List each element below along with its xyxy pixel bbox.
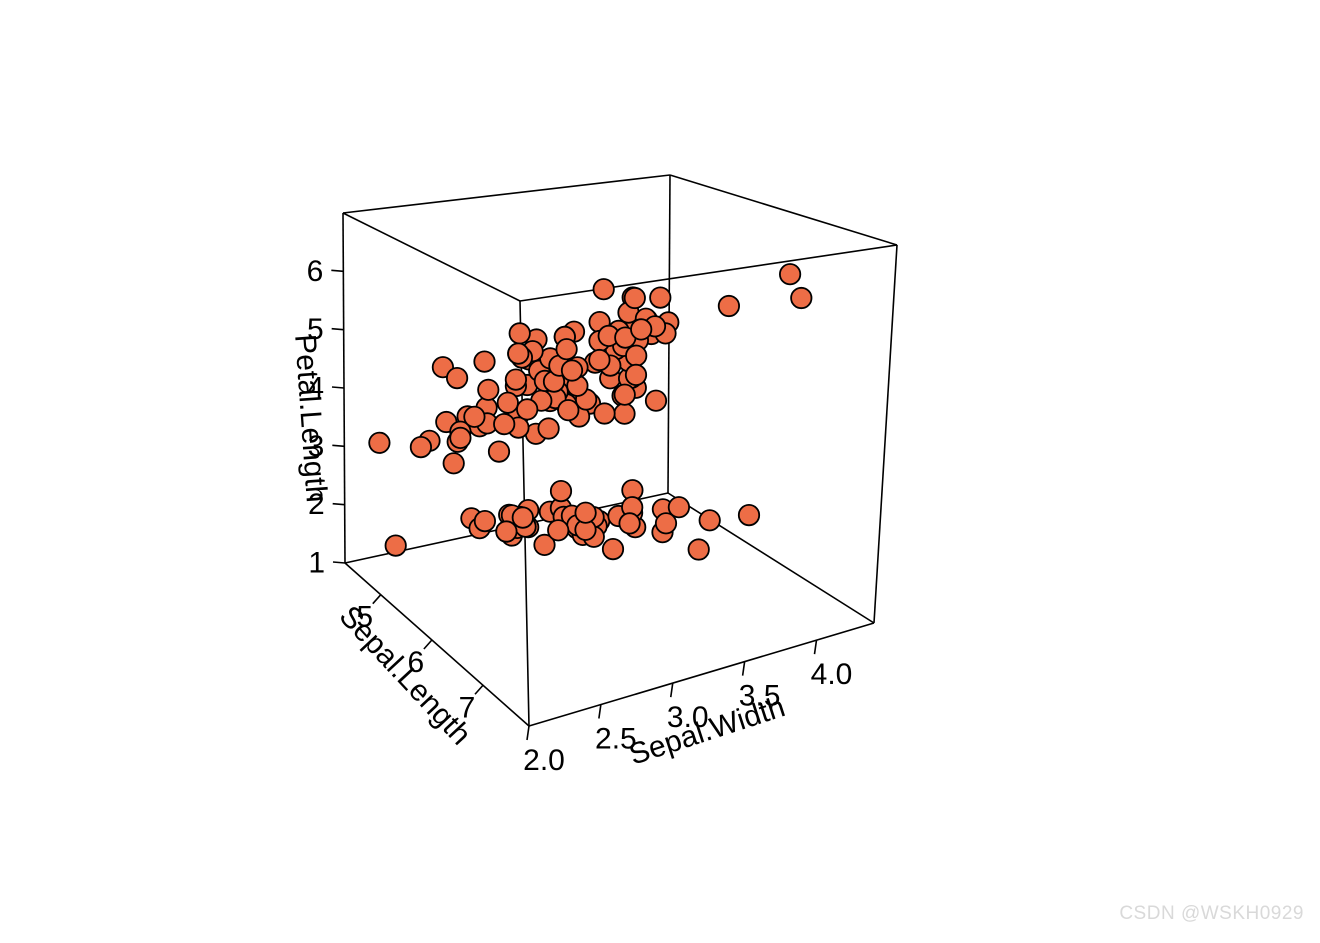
- data-point: [449, 426, 472, 449]
- data-point: [508, 322, 531, 345]
- data-point: [368, 431, 391, 454]
- x-tick-mark: [372, 594, 382, 605]
- data-point: [473, 350, 496, 373]
- data-point: [560, 359, 584, 382]
- data-point: [592, 278, 615, 301]
- box-edge: [873, 244, 898, 624]
- z-tick-mark: [332, 444, 345, 448]
- data-point: [555, 338, 578, 361]
- data-point: [487, 440, 511, 463]
- data-point: [790, 286, 813, 310]
- z-axis-label: Petal.Length: [288, 333, 333, 503]
- data-point: [654, 512, 678, 535]
- data-point: [624, 363, 648, 386]
- data-point: [537, 417, 560, 440]
- y-tick-label: 2.5: [595, 723, 637, 756]
- x-axis-label: Sepal.Length: [333, 600, 478, 752]
- data-point: [516, 398, 539, 421]
- x-tick-label: 7: [459, 691, 476, 724]
- z-tick-mark: [331, 269, 344, 273]
- z-tick-mark: [332, 561, 346, 564]
- z-tick-label: 1: [308, 547, 325, 580]
- z-tick-mark: [331, 386, 345, 389]
- data-point: [618, 512, 641, 535]
- data-point: [644, 389, 668, 412]
- data-point: [384, 534, 407, 557]
- data-point: [496, 391, 519, 414]
- data-point: [737, 503, 761, 527]
- data-point: [493, 412, 516, 436]
- data-point: [463, 405, 486, 428]
- z-tick-label: 2: [308, 488, 325, 521]
- data-point: [588, 348, 611, 372]
- box-edge: [342, 174, 671, 214]
- data-point: [547, 519, 570, 542]
- y-tick-label: 2.0: [523, 744, 565, 777]
- box-edge: [519, 244, 898, 302]
- box-edge: [342, 212, 521, 302]
- y-tick-label: 4.0: [811, 658, 853, 691]
- data-point: [533, 533, 556, 557]
- box-edge: [344, 562, 530, 727]
- box-edge: [669, 174, 898, 246]
- data-point: [630, 318, 653, 341]
- data-point: [667, 496, 691, 519]
- data-point: [557, 399, 580, 422]
- data-point: [504, 368, 528, 391]
- z-tick-label: 3: [308, 430, 325, 463]
- y-tick-mark: [741, 661, 746, 676]
- y-tick-label: 3.5: [739, 680, 781, 713]
- data-point: [445, 366, 469, 390]
- y-tick-label: 3.0: [667, 701, 709, 734]
- data-point: [601, 537, 625, 561]
- watermark: CSDN @WSKH0929: [1119, 903, 1304, 924]
- x-tick-mark: [474, 684, 484, 695]
- data-point: [649, 286, 672, 309]
- y-tick-mark: [813, 640, 818, 655]
- data-point: [623, 286, 646, 310]
- data-point: [593, 402, 616, 425]
- data-point: [717, 294, 741, 318]
- z-tick-label: 6: [307, 255, 324, 288]
- data-point: [574, 501, 597, 524]
- data-point: [409, 435, 432, 459]
- z-tick-label: 4: [307, 372, 324, 405]
- data-point: [495, 520, 518, 543]
- z-tick-mark: [332, 502, 345, 506]
- x-tick-label: 6: [408, 646, 425, 679]
- data-points: [368, 263, 813, 561]
- data-point: [477, 378, 500, 401]
- x-tick-mark: [423, 639, 433, 650]
- y-tick-mark: [598, 704, 602, 719]
- z-tick-mark: [331, 327, 344, 331]
- data-point: [613, 383, 636, 406]
- data-point: [507, 342, 530, 365]
- y-tick-mark: [669, 682, 674, 698]
- data-point: [473, 509, 496, 533]
- axis-ticks: 5 6 7 2.0 2.5 3.0 3.5 4.0 1 2 3 4 5 6: [307, 255, 853, 777]
- data-point: [511, 506, 534, 529]
- data-point: [778, 263, 802, 286]
- data-point: [687, 538, 710, 561]
- data-point: [613, 402, 636, 425]
- data-point: [698, 509, 721, 532]
- data-point: [625, 344, 648, 367]
- x-tick-label: 5: [356, 601, 373, 634]
- z-tick-label: 5: [307, 313, 324, 346]
- data-point: [442, 452, 465, 475]
- y-tick-mark: [526, 725, 530, 741]
- data-point: [549, 479, 573, 503]
